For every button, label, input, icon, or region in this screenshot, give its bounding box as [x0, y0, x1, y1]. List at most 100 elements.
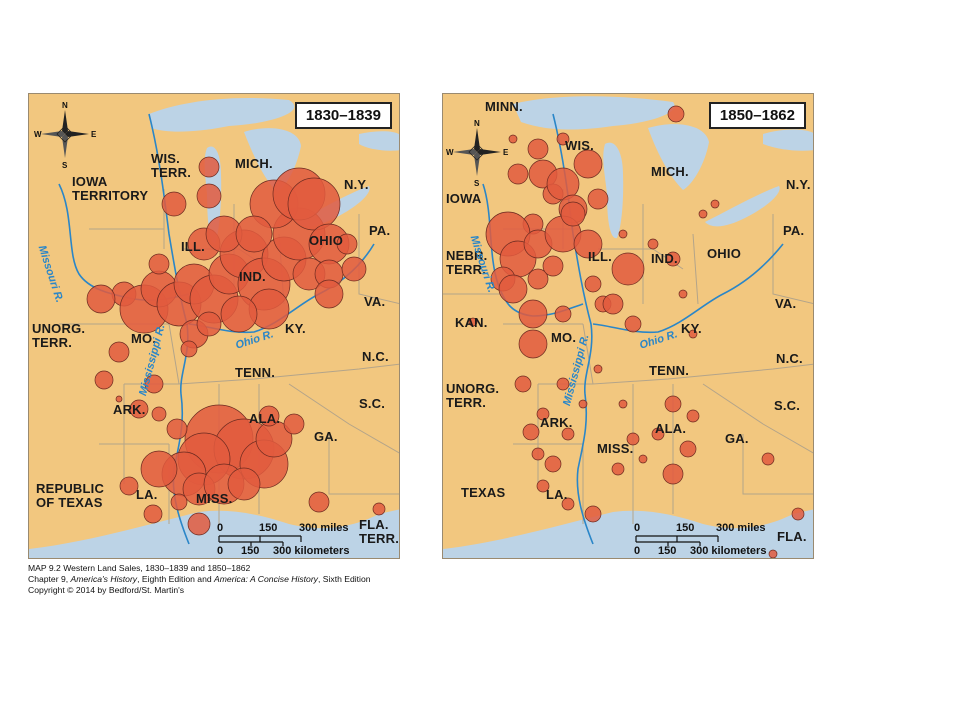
- scale-tick: 0: [634, 522, 641, 534]
- caption-source: Chapter 9, America's History, Eighth Edi…: [28, 574, 371, 585]
- region-label: N.C.: [362, 349, 389, 364]
- region-label: MO.: [131, 331, 157, 346]
- region-label: KY.: [681, 321, 702, 336]
- region-label: ARK.: [113, 402, 146, 417]
- region-label: TERR.: [151, 165, 191, 180]
- scale-tick: 150: [259, 522, 278, 534]
- region-label: TERR.: [359, 531, 399, 546]
- region-label: TERR.: [446, 395, 486, 410]
- region-label: GA.: [725, 431, 749, 446]
- caption-text: , Sixth Edition: [317, 574, 371, 584]
- region-label: UNORG.: [32, 321, 86, 336]
- lake-huron: [648, 124, 709, 190]
- caption-title: MAP 9.2 Western Land Sales, 1830–1839 an…: [28, 563, 251, 573]
- region-label: IND.: [651, 251, 678, 266]
- caption-book-title: America: A Concise History: [214, 574, 318, 584]
- scale-tick: 300 kilometers: [690, 545, 767, 557]
- region-label: MICH.: [651, 164, 689, 179]
- region-label: TENN.: [235, 365, 275, 380]
- map-1830-1839: 1830–1839 N S W E WIS. TERR. MICH. N.Y. …: [28, 93, 400, 559]
- region-label: REPUBLIC: [36, 481, 105, 496]
- scale-tick: 300 miles: [299, 522, 349, 534]
- scale-bar-right: [635, 535, 719, 546]
- region-label: OHIO: [309, 233, 344, 248]
- region-label: ARK.: [540, 415, 573, 430]
- region-label: TERR.: [446, 262, 486, 277]
- compass-west: W: [34, 130, 42, 139]
- scale-tick: 300 miles: [716, 522, 766, 534]
- region-label: PA.: [369, 223, 391, 238]
- region-label: WIS.: [151, 151, 180, 166]
- region-label: VA.: [775, 296, 797, 311]
- lake-superior: [513, 96, 675, 130]
- map-base-1830: [29, 94, 399, 558]
- caption-text: , Eighth Edition and: [137, 574, 215, 584]
- scale-tick: 150: [676, 522, 695, 534]
- region-label: TERRITORY: [72, 188, 149, 203]
- gulf: [29, 509, 399, 558]
- caption-book-title: America's History: [70, 574, 138, 584]
- scale-tick: 150: [241, 545, 260, 557]
- scale-tick: 0: [217, 545, 224, 557]
- map-base-1850: [443, 94, 813, 558]
- region-label: ILL.: [588, 249, 612, 264]
- region-label: GA.: [314, 429, 338, 444]
- caption-text: Chapter 9,: [28, 574, 71, 584]
- region-label: N.C.: [776, 351, 803, 366]
- period-label: 1830–1839: [294, 102, 392, 129]
- region-label: TENN.: [649, 363, 689, 378]
- ohio-river: [592, 243, 784, 334]
- compass-east: E: [91, 130, 97, 139]
- region-label: UNORG.: [446, 381, 500, 396]
- region-label: OHIO: [707, 246, 742, 261]
- compass-north: N: [62, 101, 68, 110]
- compass-south: S: [474, 179, 480, 188]
- region-label: LA.: [546, 487, 568, 502]
- compass-rose-right: [453, 128, 501, 176]
- region-label: TEXAS: [461, 485, 506, 500]
- region-label: TERR.: [32, 335, 72, 350]
- compass-west: W: [446, 148, 454, 157]
- land-sales-circles-1830: [86, 156, 386, 536]
- region-label: NEBR.: [446, 248, 488, 263]
- compass-east: E: [503, 148, 509, 157]
- region-label: KY.: [285, 321, 306, 336]
- region-label: ILL.: [181, 239, 205, 254]
- lake-superior: [149, 97, 295, 132]
- region-label: N.Y.: [786, 177, 811, 192]
- region-label: PA.: [783, 223, 805, 238]
- region-label: MICH.: [235, 156, 273, 171]
- region-label: N.Y.: [344, 177, 369, 192]
- lake-ontario: [763, 129, 813, 151]
- region-label: VA.: [364, 294, 386, 309]
- region-label: KAN.: [455, 315, 488, 330]
- land-sales-circles-1850: [468, 105, 805, 558]
- scale-tick: 0: [217, 522, 224, 534]
- region-label: S.C.: [774, 398, 801, 413]
- region-label: ALA.: [249, 411, 281, 426]
- period-label: 1850–1862: [708, 102, 806, 129]
- region-label: MO.: [551, 330, 577, 345]
- scale-tick: 0: [634, 545, 641, 557]
- region-label: IOWA: [446, 191, 482, 206]
- lake-erie: [705, 186, 780, 227]
- region-label: FLA.: [777, 529, 807, 544]
- region-label: MISS.: [196, 491, 233, 506]
- region-label: ALA.: [655, 421, 687, 436]
- region-label: FLA.: [359, 517, 389, 532]
- scale-tick: 300 kilometers: [273, 545, 350, 557]
- region-label: WIS.: [565, 138, 594, 153]
- region-label: LA.: [136, 487, 158, 502]
- region-label: MISS.: [597, 441, 634, 456]
- compass-rose-left: [41, 110, 89, 158]
- map-1850-1862: 1850–1862 N S W E MINN. WIS. MICH. N.Y. …: [442, 93, 814, 559]
- compass-north: N: [474, 119, 480, 128]
- map-caption: MAP 9.2 Western Land Sales, 1830–1839 an…: [28, 563, 371, 596]
- lake-ontario: [359, 131, 399, 151]
- lake-michigan: [603, 142, 624, 239]
- scale-bar-left: [218, 535, 302, 546]
- gulf: [443, 509, 813, 558]
- scale-tick: 150: [658, 545, 677, 557]
- region-label: MINN.: [485, 99, 523, 114]
- region-label: OF TEXAS: [36, 495, 103, 510]
